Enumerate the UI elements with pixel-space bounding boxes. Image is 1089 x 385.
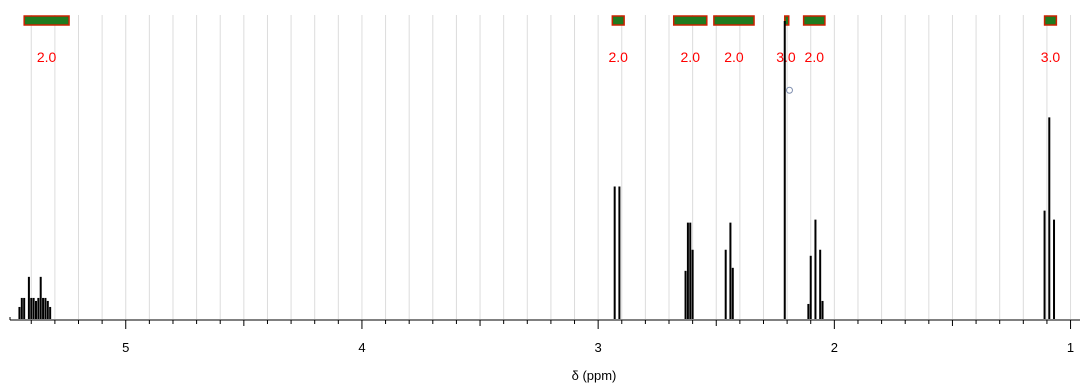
peak-marker <box>785 86 793 94</box>
x-tick-label: 5 <box>122 340 129 355</box>
x-tick-label: 1 <box>1067 340 1074 355</box>
integral-label: 2.0 <box>37 49 57 65</box>
integral-label: 2.0 <box>681 49 701 65</box>
x-axis: 5 4 3 2 1 <box>9 317 1080 355</box>
integral-bar <box>713 15 755 26</box>
integral-label: 3.0 <box>776 49 796 65</box>
integral-bar <box>783 15 790 26</box>
integral-bar <box>672 15 708 26</box>
integral-label: 2.0 <box>608 49 628 65</box>
integral-label: 2.0 <box>724 49 744 65</box>
integral-bar <box>802 15 826 26</box>
markers <box>785 86 793 94</box>
integral-regions: 2.0 2.0 2.0 2.0 3.0 2.0 3.0 <box>23 15 1061 65</box>
integral-label: 2.0 <box>805 49 825 65</box>
x-tick-label: 3 <box>595 340 602 355</box>
integral-label: 3.0 <box>1041 49 1061 65</box>
gridlines <box>30 15 1072 319</box>
x-axis-label: δ (ppm) <box>572 368 617 383</box>
integral-bar <box>611 15 625 26</box>
integral-bar <box>1043 15 1058 26</box>
integral-bar <box>23 15 70 26</box>
spectrum-peaks <box>18 21 1056 319</box>
x-tick-label: 4 <box>358 340 365 355</box>
x-tick-label: 2 <box>831 340 838 355</box>
